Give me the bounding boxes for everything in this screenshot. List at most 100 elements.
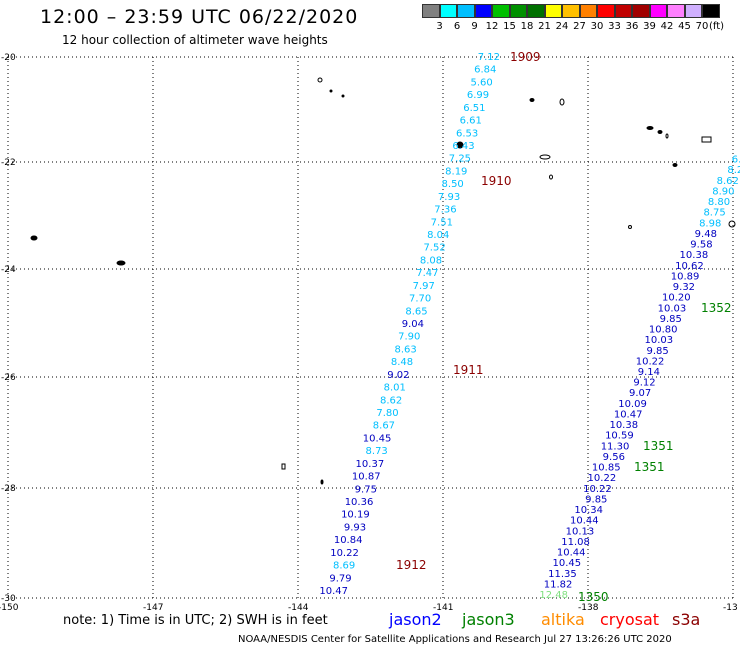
wave-height-label: 8.50 [442, 179, 464, 190]
wave-height-label: 7.52 [423, 243, 445, 254]
wave-height-label: 5.60 [470, 77, 492, 88]
wave-height-label: 9.85 [660, 314, 682, 325]
color-scale-label: (ft) [708, 21, 725, 32]
note-text: note: 1) Time is in UTC; 2) SWH is in fe… [63, 613, 328, 628]
wave-height-label: 9.56 [603, 452, 625, 463]
wave-height-label: 10.13 [566, 526, 595, 537]
wave-height-label: 10.22 [636, 356, 665, 367]
time-label: 1912 [396, 558, 427, 572]
wave-height-label: 8.67 [373, 421, 395, 432]
color-scale-swatch [439, 4, 457, 18]
color-scale-label: 6 [453, 21, 461, 32]
wave-height-label: 8.75 [703, 208, 725, 219]
wave-height-label: 8.08 [420, 255, 442, 266]
color-scale-swatch [474, 4, 492, 18]
color-scale-label: 27 [573, 21, 586, 32]
island-outline [665, 133, 669, 139]
island-outline [728, 220, 736, 228]
chart-title: 12:00 – 23:59 UTC 06/22/2020 [40, 6, 359, 28]
wave-height-label: 8.63 [394, 344, 416, 355]
x-tick-label: -13 [723, 603, 738, 613]
color-scale-swatch [649, 4, 667, 18]
y-tick-label: -26 [1, 373, 16, 383]
wave-height-label: 10.38 [680, 250, 709, 261]
color-scale-swatch [597, 4, 615, 18]
color-scale-label: 18 [520, 21, 534, 32]
color-scale-label: 70 [695, 21, 709, 32]
color-scale-swatch [632, 4, 650, 18]
chart-subtitle: 12 hour collection of altimeter wave hei… [62, 33, 328, 47]
wave-height-label: 7.12 [478, 52, 500, 63]
island-outline [281, 463, 286, 470]
wave-height-label: 10.38 [609, 420, 638, 431]
color-scale-label: 33 [608, 21, 621, 32]
wave-height-label: 7.93 [438, 192, 460, 203]
wave-height-label: 10.37 [356, 459, 385, 470]
color-scale-swatch [457, 4, 475, 18]
x-tick-label: -150 [0, 603, 19, 613]
color-scale-label: 45 [678, 21, 691, 32]
island-outline [529, 98, 535, 102]
wave-height-label: 9.14 [638, 367, 660, 378]
legend-item: jason2 [389, 610, 442, 629]
wave-height-label: 10.09 [618, 399, 647, 410]
wave-height-label: 10.62 [675, 261, 704, 272]
wave-height-label: 10.45 [553, 558, 582, 569]
x-tick-label: -141 [433, 603, 453, 613]
wave-height-label: 8.62 [380, 395, 402, 406]
axis-tick-labels: -20 -22 -24 -26 -28 -30-150 -147 -144 -141 -138 -1… [0, 53, 738, 613]
wave-height-label: 10.44 [570, 516, 599, 527]
wave-height-label: 9.48 [695, 229, 717, 240]
wave-height-label: 6.99 [467, 90, 489, 101]
island-outline [30, 235, 38, 241]
wave-height-label: 10.22 [583, 484, 612, 495]
wave-height-label: 8.69 [333, 561, 355, 572]
wave-height-label: 7.90 [398, 332, 420, 343]
wave-height-label: 7.25 [449, 154, 471, 165]
wave-height-label: 10.45 [363, 433, 392, 444]
wave-height-label: 10.47 [319, 586, 348, 597]
y-tick-label: -22 [1, 158, 16, 168]
y-tick-label: -28 [1, 484, 16, 494]
wave-height-label: 7.51 [431, 217, 453, 228]
x-tick-label: -144 [288, 603, 309, 613]
color-scale-swatch [509, 4, 527, 18]
color-scale-swatch [579, 4, 597, 18]
wave-height-label: 10.85 [592, 463, 621, 474]
color-scale-label: 42 [660, 21, 674, 32]
wave-height-label: 10.89 [671, 271, 700, 282]
island-outline [672, 163, 678, 167]
wave-height-label: 8.19 [445, 166, 467, 177]
color-scale-swatch [667, 4, 685, 18]
wave-height-label: 9.93 [344, 522, 366, 533]
color-scale-swatch [562, 4, 580, 18]
wave-height-label: 10.19 [341, 510, 370, 521]
wave-height-label: 8.01 [384, 383, 406, 394]
wave-height-label: 9.79 [329, 573, 351, 584]
color-scale-swatch [544, 4, 562, 18]
wave-height-label: 7.70 [409, 294, 431, 305]
wave-height-label: 11.35 [548, 569, 577, 580]
wave-height-label: 6.43 [452, 141, 474, 152]
time-labels: 1909 1910 1911 1912 1352 1351 1351 1350 [396, 50, 732, 604]
wave-height-label: 8.2 [727, 165, 740, 176]
wave-height-label: 8.48 [391, 357, 413, 368]
island-outline [317, 77, 323, 83]
wave-height-label: 10.34 [574, 505, 603, 516]
time-label: 1350 [578, 590, 609, 604]
wave-height-label: 9.02 [387, 370, 409, 381]
wave-height-tracks: 7.12 6.845.60 6.99 6.51 6.616.53 6.43 7.258.19… [319, 52, 740, 601]
wave-height-label: 6.6 [732, 155, 740, 166]
color-scale-swatch [527, 4, 545, 18]
wave-height-label: 10.22 [330, 548, 359, 559]
color-scale-swatch [684, 4, 702, 18]
color-scale-label: 9 [471, 21, 478, 32]
footer-credit: NOAA/NESDIS Center for Satellite Applica… [238, 634, 672, 645]
wave-height-label: 6.61 [460, 116, 482, 127]
wave-height-label: 7.47 [416, 268, 438, 279]
wave-height-label: 11.82 [544, 579, 573, 590]
color-scale-label: 3 [436, 21, 443, 32]
time-label: 1351 [634, 460, 665, 474]
